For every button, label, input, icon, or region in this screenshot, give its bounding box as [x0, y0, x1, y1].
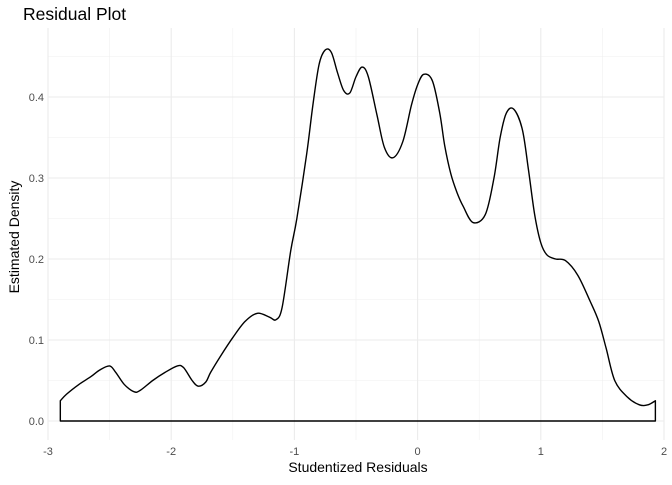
x-tick-label: -2: [166, 446, 176, 458]
x-tick-label: 2: [661, 446, 667, 458]
x-tick-label: 0: [415, 446, 421, 458]
y-tick-label: 0.0: [29, 416, 44, 428]
y-tick-label: 0.1: [29, 335, 44, 347]
density-curve: [59, 48, 657, 422]
y-axis-title: Estimated Density: [6, 181, 22, 294]
minor-gridlines: [48, 28, 664, 440]
chart-title: Residual Plot: [23, 4, 127, 24]
x-tick-labels: -3 -2 -1 0 1 2: [43, 446, 667, 458]
y-tick-label: 0.3: [29, 173, 44, 185]
x-tick-label: -3: [43, 446, 53, 458]
y-tick-labels: 0.0 0.1 0.2 0.3 0.4: [29, 92, 44, 428]
x-tick-label: 1: [538, 446, 544, 458]
y-tick-label: 0.2: [29, 254, 44, 266]
series-layer: [59, 48, 657, 422]
x-axis-title: Studentized Residuals: [288, 459, 427, 475]
x-tick-label: -1: [290, 446, 300, 458]
y-tick-label: 0.4: [29, 92, 44, 104]
